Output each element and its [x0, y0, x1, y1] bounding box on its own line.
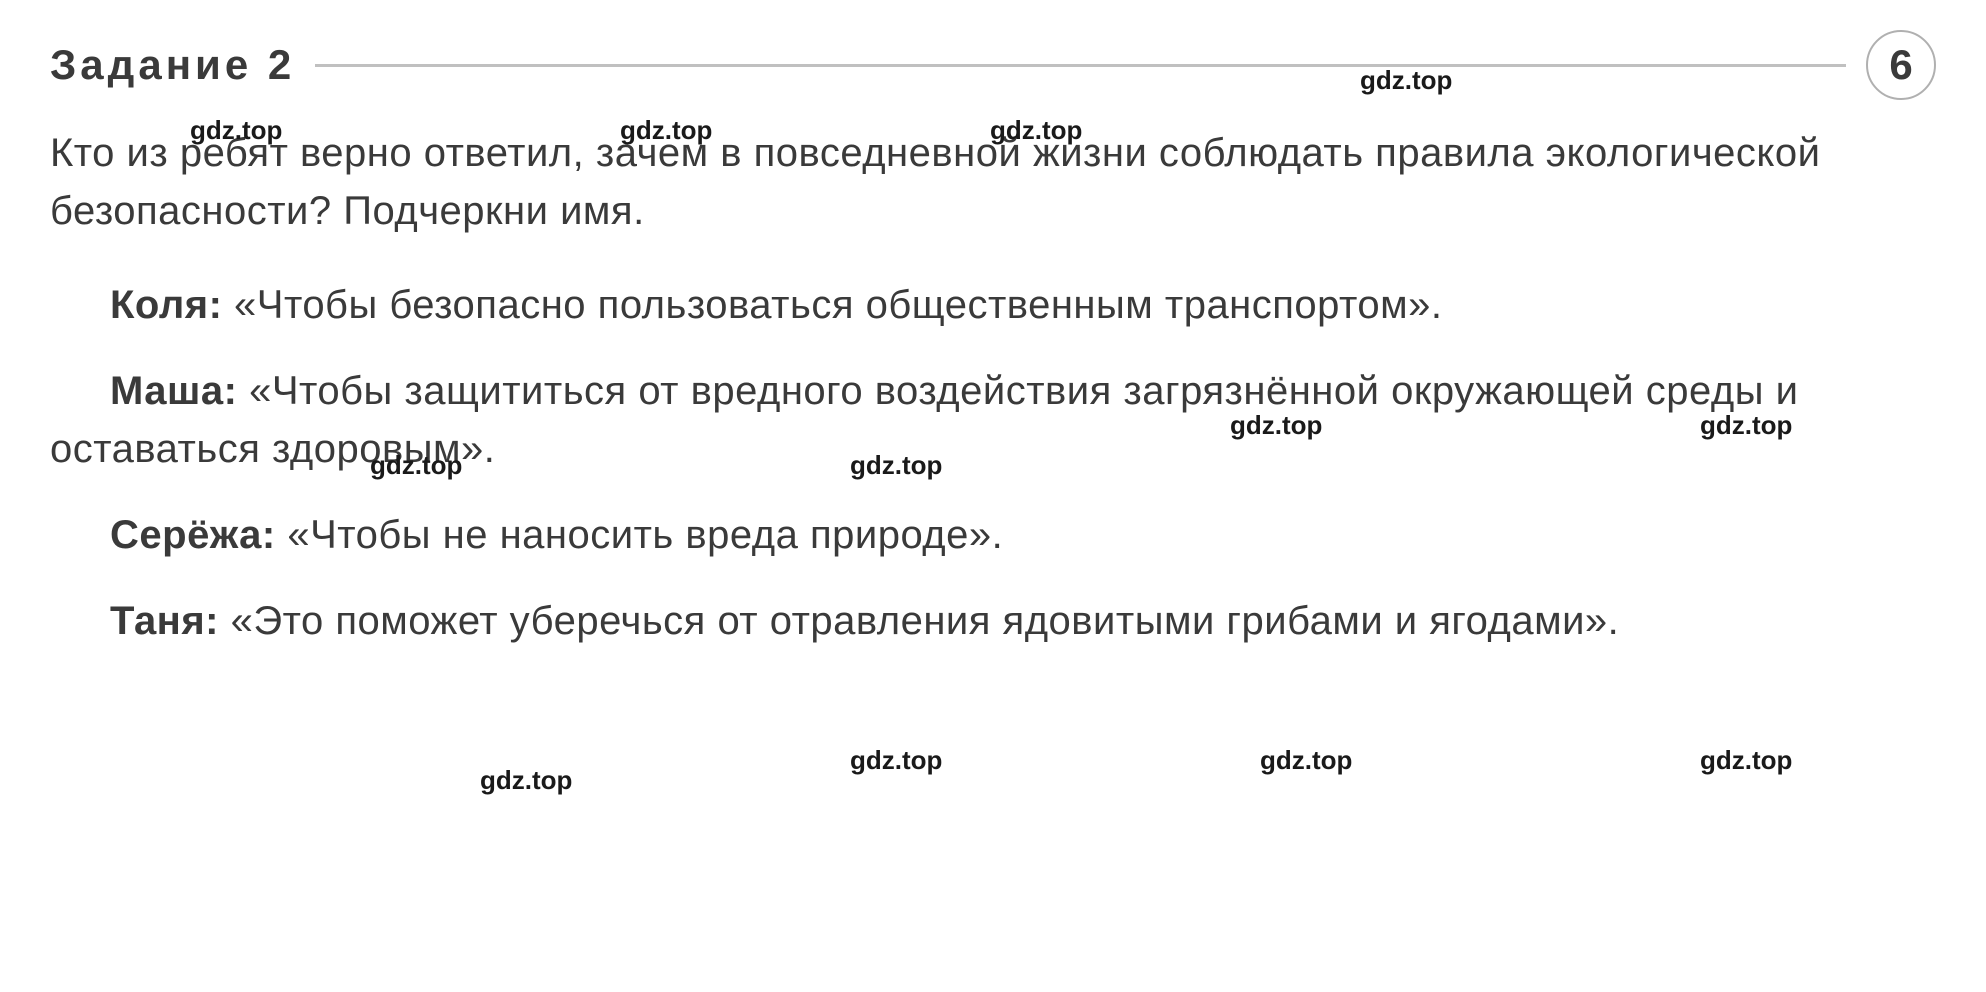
watermark-text: gdz.top — [850, 745, 942, 776]
answer-option-kolya: Коля: «Чтобы безопасно пользоваться обще… — [50, 276, 1936, 334]
answer-option-seryozha: Серёжа: «Чтобы не наносить вреда природе… — [50, 506, 1936, 564]
watermark-text: gdz.top — [480, 765, 572, 796]
answer-name: Коля: — [110, 283, 222, 327]
question-text: Кто из ребят верно ответил, зачем в повс… — [50, 124, 1936, 240]
answer-name: Таня: — [110, 599, 219, 643]
watermark-text: gdz.top — [1260, 745, 1352, 776]
answer-option-masha: Маша: «Чтобы защититься от вредного возд… — [50, 362, 1936, 478]
header-divider-line — [315, 64, 1846, 67]
answer-text: «Чтобы защититься от вредного воздействи… — [50, 369, 1798, 471]
answer-text: «Это поможет уберечься от отравления ядо… — [219, 599, 1619, 643]
watermark-text: gdz.top — [1700, 745, 1792, 776]
answer-text: «Чтобы не наносить вреда природе». — [276, 513, 1004, 557]
header-row: Задание 2 6 — [50, 30, 1936, 100]
answer-name: Серёжа: — [110, 513, 276, 557]
page-number-circle: 6 — [1866, 30, 1936, 100]
answer-name: Маша: — [110, 369, 237, 413]
answer-text: «Чтобы безопасно пользоваться общественн… — [222, 283, 1442, 327]
page-container: Задание 2 6 Кто из ребят верно ответил, … — [50, 30, 1936, 650]
task-title: Задание 2 — [50, 41, 295, 89]
answer-option-tanya: Таня: «Это поможет уберечься от отравлен… — [50, 592, 1936, 650]
